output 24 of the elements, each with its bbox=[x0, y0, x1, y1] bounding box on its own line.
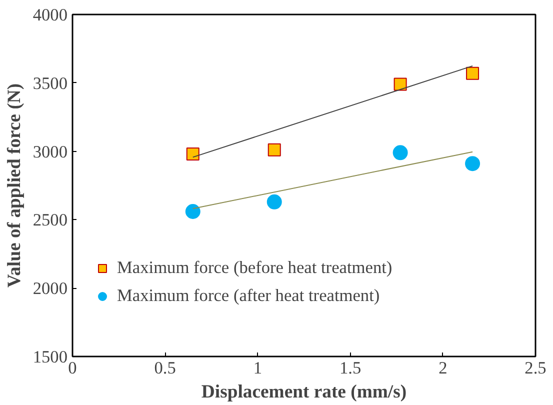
y-tick-label: 4000 bbox=[32, 6, 68, 24]
point bbox=[394, 78, 407, 91]
point bbox=[186, 148, 200, 161]
point bbox=[185, 204, 200, 219]
y-tick-label: 3000 bbox=[32, 142, 68, 162]
x-tick-label: 2.5 bbox=[524, 358, 546, 378]
y-tick-label: 2500 bbox=[32, 210, 68, 230]
legend-label: Maximum force (after heat treatment) bbox=[117, 286, 380, 306]
point bbox=[465, 156, 480, 172]
x-tick-label: 0 bbox=[68, 358, 77, 378]
point bbox=[392, 145, 408, 160]
y-tick-label: 1500 bbox=[32, 348, 68, 366]
x-tick-label: 0.5 bbox=[154, 358, 176, 378]
x-axis-title: Displacement rate (mm/s) bbox=[201, 382, 407, 402]
y-tick-label: 2000 bbox=[32, 279, 68, 298]
x-tick-label: 1.5 bbox=[339, 358, 362, 378]
legend-label: Maximum force (before heat treatment) bbox=[117, 258, 392, 278]
point bbox=[466, 66, 480, 80]
x-tick-label: 2 bbox=[438, 358, 448, 378]
point bbox=[268, 143, 281, 156]
y-tick-label: 3500 bbox=[32, 74, 68, 93]
y-axis-title: Value of applied force (N) bbox=[4, 83, 25, 288]
point bbox=[266, 194, 282, 210]
x-tick-label: 1 bbox=[253, 358, 262, 378]
